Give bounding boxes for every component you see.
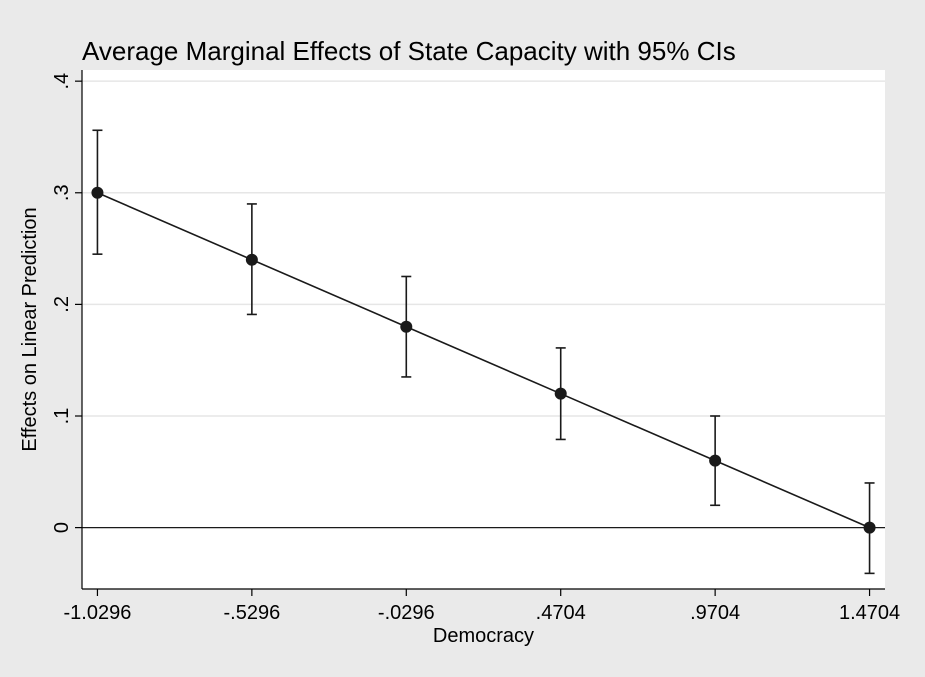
x-axis-title: Democracy (433, 625, 534, 647)
gridlines (82, 80, 885, 529)
data-point (554, 387, 567, 400)
y-tick-label: .4 (51, 73, 73, 90)
y-tick-label: .2 (51, 296, 73, 313)
x-tick-label: 1.4704 (839, 602, 900, 624)
data-point (709, 454, 722, 467)
data-point (91, 186, 104, 199)
data-point (245, 253, 258, 266)
data-point (400, 320, 413, 333)
y-tick-label: .1 (51, 408, 73, 425)
plot-area (82, 70, 885, 589)
chart-title: Average Marginal Effects of State Capaci… (82, 36, 736, 66)
y-axis-title: Effects on Linear Prediction (19, 207, 41, 451)
x-tick-label: -.0296 (378, 602, 435, 624)
x-tick-label: .4704 (536, 602, 586, 624)
x-tick-label: .9704 (690, 602, 740, 624)
x-tick-label: -.5296 (224, 602, 281, 624)
y-tick-label: 0 (51, 522, 73, 533)
series-layer (91, 129, 876, 575)
axes: 0 .1 .2 .3 .4 -1.0296 -.5296 -.0296 .4704 .9704 1.… (51, 70, 900, 624)
y-tick-label: .3 (51, 184, 73, 201)
data-point (863, 521, 876, 534)
x-tick-label: -1.0296 (64, 602, 132, 624)
series-line (97, 192, 870, 529)
